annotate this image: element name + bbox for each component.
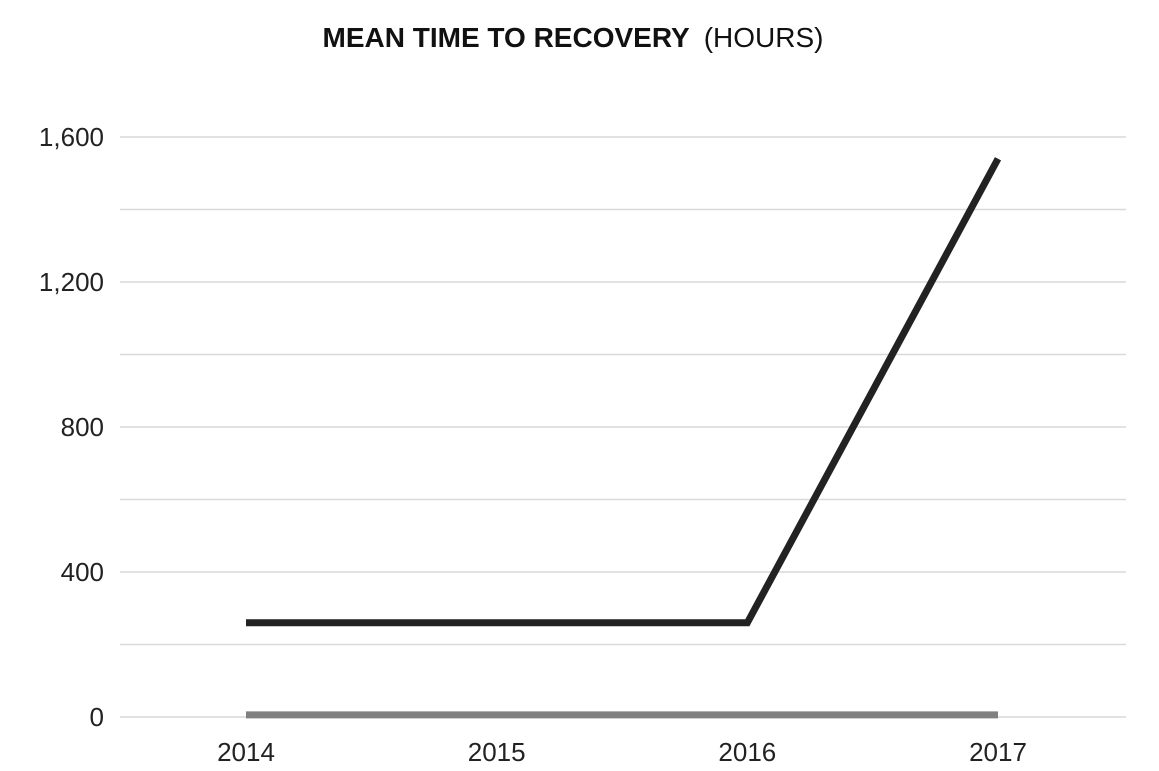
- x-tick-label: 2015: [468, 737, 526, 767]
- chart-title-unit: (HOURS): [704, 22, 824, 53]
- y-axis-labels: 0 400 800 1,200 1,600: [39, 122, 104, 732]
- series-group: [246, 157, 1002, 719]
- x-tick-label: 2016: [718, 737, 776, 767]
- gridlines: [120, 136, 1126, 718]
- y-tick-label: 1,200: [39, 267, 104, 297]
- x-axis-labels: 2014 2015 2016 2017: [217, 737, 1027, 767]
- y-tick-label: 1,600: [39, 122, 104, 152]
- chart-title-text: MEAN TIME TO RECOVERY: [323, 22, 690, 53]
- y-tick-label: 800: [61, 412, 104, 442]
- y-tick-label: 400: [61, 557, 104, 587]
- x-tick-label: 2017: [969, 737, 1027, 767]
- series-line-1: [246, 157, 1002, 627]
- chart-title: MEAN TIME TO RECOVERY (HOURS): [323, 22, 824, 53]
- y-tick-label: 0: [90, 702, 104, 732]
- x-tick-label: 2014: [217, 737, 275, 767]
